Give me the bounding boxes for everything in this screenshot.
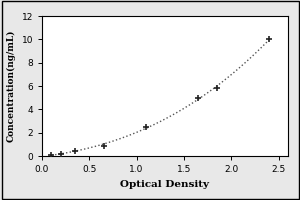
X-axis label: Optical Density: Optical Density [121,180,209,189]
Y-axis label: Concentration(ng/mL): Concentration(ng/mL) [7,30,16,142]
